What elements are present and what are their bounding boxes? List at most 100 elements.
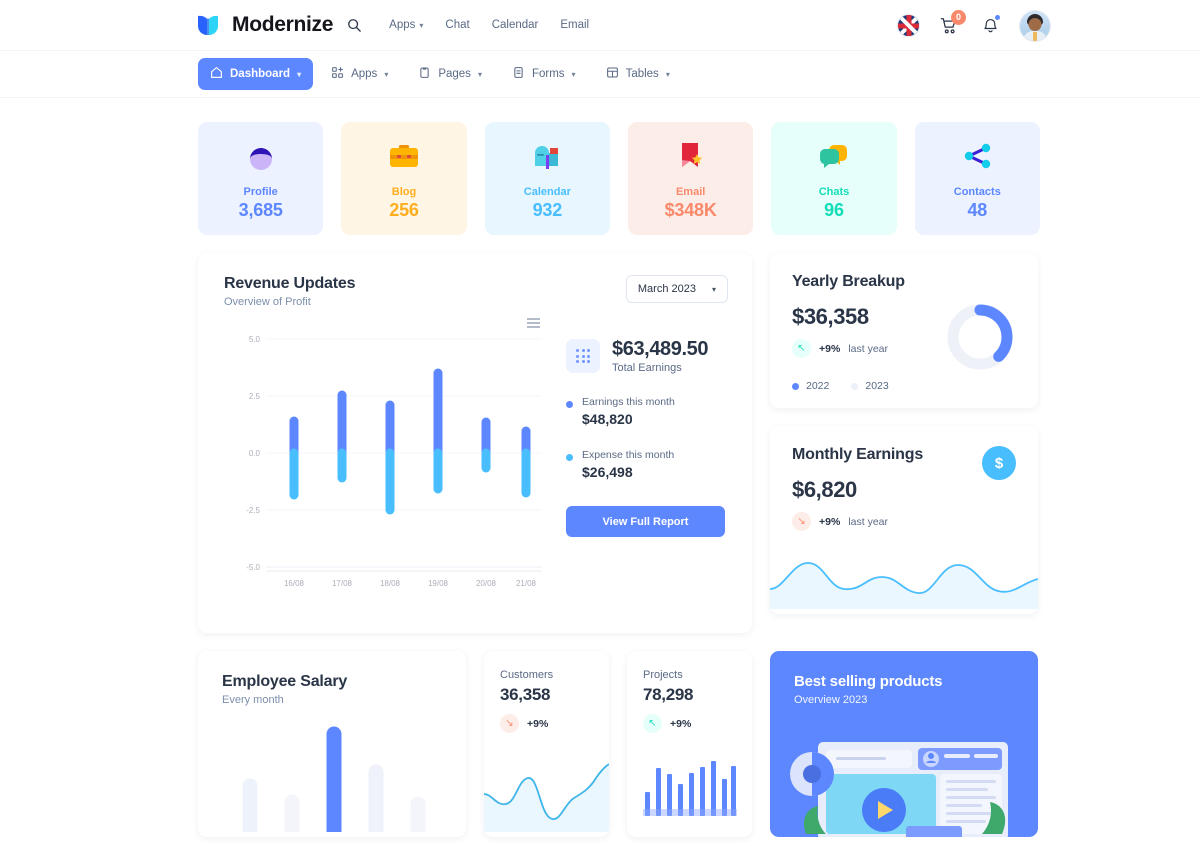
yearly-breakup-value: $36,358 — [792, 304, 869, 329]
monthly-earnings-delta-note: last year — [848, 515, 888, 528]
yearly-breakup-legend: 2022 2023 — [792, 380, 1016, 392]
stat-card-chats[interactable]: Chats 96 — [771, 122, 897, 235]
hamburger-menu-icon[interactable] — [527, 318, 540, 328]
monthly-earnings-card: Monthly Earnings $6,820 ↘ +9% last year … — [770, 426, 1038, 614]
customers-chart — [484, 752, 609, 837]
header-nav-apps-label: Apps — [389, 19, 416, 31]
svg-text:-5.0: -5.0 — [246, 563, 260, 572]
monthly-earnings-delta: +9% — [819, 515, 841, 528]
revenue-chart: 5.0 2.5 0.0 -2.5 -5.0 — [224, 318, 544, 599]
chevron-down-icon: ▾ — [419, 20, 424, 30]
revenue-updates-card: Revenue Updates Overview of Profit March… — [198, 253, 752, 633]
mailbox-icon — [530, 136, 564, 178]
svg-text:-2.5: -2.5 — [246, 506, 260, 515]
svg-text:5.0: 5.0 — [249, 335, 261, 344]
svg-text:2.5: 2.5 — [249, 392, 261, 401]
stat-label-blog: Blog — [391, 186, 417, 198]
home-icon — [210, 66, 223, 82]
yearly-breakup-delta-note: last year — [848, 342, 888, 355]
right-column: Yearly Breakup $36,358 ↖ +9% last year 2… — [770, 253, 1038, 633]
month-select-value: March 2023 — [637, 283, 696, 295]
arrow-down-icon: ↘ — [792, 512, 811, 531]
table-icon — [606, 66, 619, 82]
stat-card-contacts[interactable]: Contacts 48 — [914, 122, 1040, 235]
nav-item-dashboard-label: Dashboard — [230, 68, 291, 80]
header-nav-chat[interactable]: Chat — [445, 19, 470, 31]
chevron-down-icon: ▾ — [665, 69, 670, 79]
month-select[interactable]: March 2023 ▾ — [625, 275, 728, 303]
customers-column: Customers 36,358 ↘ +9% — [484, 651, 609, 837]
header-nav: Apps ▾ Chat Calendar Email — [389, 19, 589, 31]
customers-delta: +9% — [527, 717, 549, 730]
revenue-summary: $63,489.50 Total Earnings Earnings this … — [566, 324, 725, 599]
dollar-icon: $ — [982, 446, 1016, 480]
stat-value-profile: 3,685 — [238, 200, 283, 220]
nav-item-apps[interactable]: Apps ▾ — [319, 58, 400, 90]
employee-salary-chart — [222, 716, 442, 837]
modernize-logo-icon — [196, 14, 222, 37]
chevron-down-icon: ▾ — [477, 69, 482, 79]
yearly-breakup-card: Yearly Breakup $36,358 ↖ +9% last year 2… — [770, 253, 1038, 408]
legend-earnings-name: Earnings this month — [582, 396, 675, 408]
chevron-down-icon: ▾ — [384, 69, 389, 79]
monthly-earnings-value: $6,820 — [792, 477, 857, 502]
clipboard-icon — [418, 66, 431, 82]
header-nav-calendar[interactable]: Calendar — [491, 19, 539, 31]
stat-card-calendar[interactable]: Calendar 932 — [484, 122, 610, 235]
uk-flag-icon[interactable] — [898, 15, 919, 36]
search-icon[interactable] — [347, 18, 361, 32]
revenue-title: Revenue Updates — [224, 275, 356, 292]
best-selling-products-card[interactable]: Best selling products Overview 2023 — [770, 651, 1038, 837]
best-selling-title: Best selling products — [794, 673, 943, 690]
profile-icon — [244, 136, 278, 178]
best-selling-subtitle: Overview 2023 — [794, 694, 868, 706]
stat-cards-row: Profile 3,685 Blog 256 — [198, 122, 1040, 235]
stat-value-contacts: 48 — [967, 200, 988, 220]
revenue-subtitle: Overview of Profit — [224, 296, 311, 308]
grid-dots-icon — [566, 339, 600, 373]
total-earnings-value: $63,489.50 — [612, 338, 709, 360]
notifications-button[interactable] — [979, 13, 1001, 37]
main-navbar: Dashboard ▾ Apps ▾ Pages ▾ Forms ▾ — [0, 51, 1200, 98]
chevron-down-icon: ▾ — [571, 69, 576, 79]
view-full-report-button[interactable]: View Full Report — [566, 506, 725, 537]
header-nav-apps[interactable]: Apps ▾ — [389, 19, 423, 31]
brand-logo[interactable]: Modernize — [196, 13, 333, 37]
projects-column: Projects 78,298 ↖ +9% — [627, 651, 752, 837]
top-header: Modernize Apps ▾ Chat Calendar Email 0 — [0, 0, 1200, 51]
header-nav-email[interactable]: Email — [560, 19, 590, 31]
legend-2022-label: 2022 — [806, 380, 830, 392]
grid-icon — [331, 66, 344, 82]
nav-item-forms[interactable]: Forms ▾ — [500, 58, 588, 90]
chevron-down-icon: ▾ — [711, 284, 716, 294]
brand-name: Modernize — [232, 13, 334, 36]
stat-card-email[interactable]: Email $348K — [627, 122, 754, 235]
stat-label-calendar: Calendar — [523, 186, 571, 198]
svg-text:18/08: 18/08 — [380, 579, 401, 588]
arrow-down-icon: ↘ — [500, 714, 519, 733]
nav-item-forms-label: Forms — [531, 68, 565, 80]
stat-card-blog[interactable]: Blog 256 — [341, 122, 467, 235]
share-nodes-icon — [960, 136, 994, 178]
projects-label: Projects — [643, 669, 683, 681]
monthly-earnings-title: Monthly Earnings — [792, 446, 924, 463]
projects-chart — [643, 754, 737, 821]
cart-button[interactable]: 0 — [938, 9, 966, 37]
header-actions: 0 — [898, 0, 1050, 51]
legend-2023-label: 2023 — [865, 380, 889, 392]
nav-item-pages[interactable]: Pages ▾ — [406, 58, 494, 90]
nav-item-tables-label: Tables — [625, 68, 659, 80]
stat-card-profile[interactable]: Profile 3,685 — [198, 122, 324, 235]
nav-item-tables[interactable]: Tables ▾ — [594, 58, 682, 90]
avatar[interactable] — [1020, 10, 1050, 41]
chevron-down-icon: ▾ — [297, 69, 302, 79]
nav-item-dashboard[interactable]: Dashboard ▾ — [198, 58, 314, 90]
bookmark-star-icon — [675, 136, 707, 178]
svg-text:0.0: 0.0 — [249, 449, 261, 458]
svg-text:19/08: 19/08 — [428, 579, 449, 588]
yearly-breakup-donut-chart — [944, 301, 1016, 378]
projects-delta: +9% — [670, 717, 692, 730]
legend-dot-expense — [566, 454, 573, 461]
customers-card: Customers 36,358 ↘ +9% — [484, 651, 609, 837]
document-icon — [512, 66, 525, 82]
